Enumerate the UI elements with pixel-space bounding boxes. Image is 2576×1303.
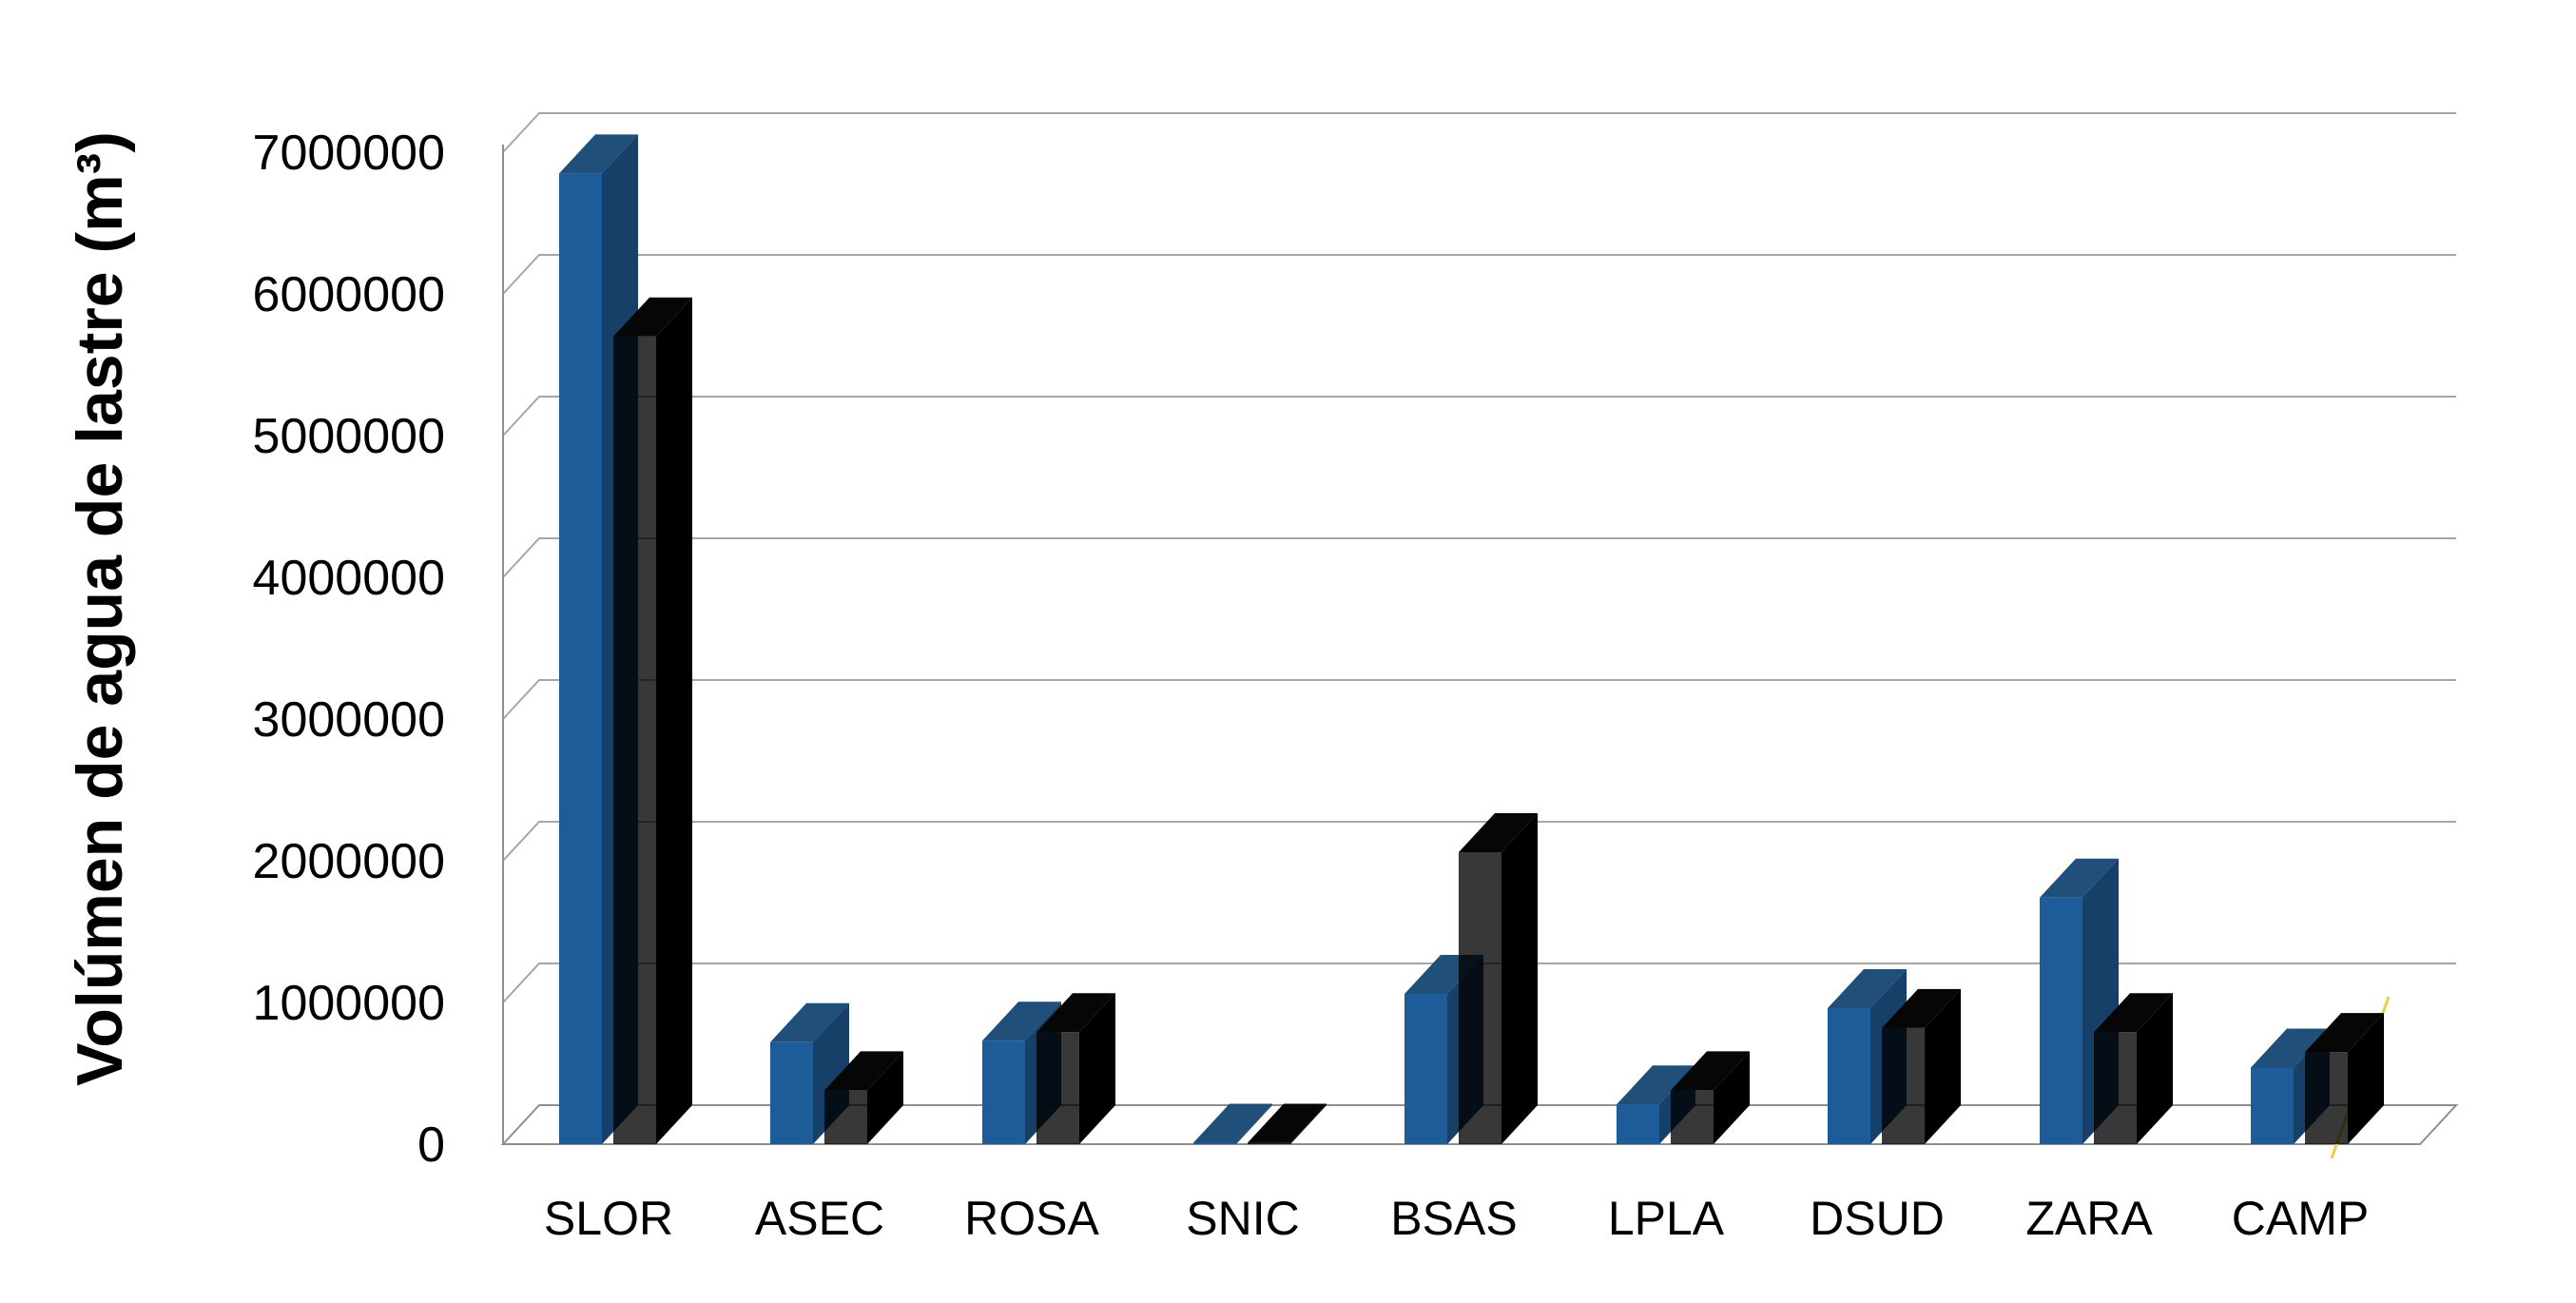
bar-side-face [1079, 993, 1115, 1144]
bar-side-face [656, 297, 692, 1144]
bar-bsas-serie-negra [1459, 813, 1538, 1144]
bar-top-face [1617, 1065, 1695, 1105]
bar-side-face [867, 1051, 903, 1144]
bar-top-face [1828, 968, 1907, 1008]
bar-top-face [824, 1051, 903, 1091]
y-tick-label: 5000000 [253, 409, 445, 464]
bar-dsud-serie-negra [1882, 988, 1961, 1144]
bar-front-face [1248, 1142, 1290, 1144]
gridline [502, 112, 2456, 153]
bar-slor-serie-negra [613, 297, 692, 1144]
y-tick-label: 6000000 [253, 267, 445, 322]
x-category-label: ROSA [964, 1192, 1099, 1245]
bar-front-face [1459, 852, 1501, 1144]
bar-top-face [1459, 813, 1538, 853]
gridline [502, 821, 2456, 862]
gridline [502, 396, 2456, 437]
bar-side-face [1925, 988, 1961, 1144]
bar-front-face [1404, 994, 1447, 1144]
y-tick-label: 4000000 [253, 551, 445, 606]
bar-front-face [2251, 1067, 2294, 1144]
bar-side-face [1501, 813, 1538, 1144]
bar-front-face [982, 1040, 1025, 1144]
x-category-label: LPLA [1608, 1192, 1725, 1245]
y-tick-label: 1000000 [253, 976, 445, 1031]
x-category-label: ZARA [2025, 1192, 2153, 1245]
y-tick-label: 0 [417, 1118, 445, 1173]
bar-top-face [2094, 993, 2173, 1033]
bar-zara-serie-negra [2094, 993, 2173, 1144]
bar-front-face [2094, 1032, 2137, 1144]
bar-top-face [613, 297, 692, 337]
bar-front-face [613, 336, 656, 1144]
bar-side-face [1714, 1051, 1750, 1144]
bar-front-face [1882, 1027, 1925, 1144]
bar-front-face [2305, 1052, 2348, 1144]
x-category-label: BSAS [1390, 1192, 1517, 1245]
bar-camp-serie-negra [2305, 1013, 2384, 1144]
bar-snic-serie-negra [1248, 1103, 1327, 1144]
bar-lpla-serie-negra [1671, 1051, 1750, 1144]
x-category-label: DSUD [1810, 1192, 1945, 1245]
bar-side-face [1290, 1103, 1327, 1144]
bar-top-face [2251, 1028, 2330, 1068]
bar-front-face [1671, 1090, 1714, 1144]
y-tick-label: 7000000 [253, 126, 445, 181]
bar-side-face [2137, 993, 2173, 1144]
bar-front-face [824, 1090, 867, 1144]
bar-asec-serie-negra [824, 1051, 903, 1144]
x-category-label: CAMP [2232, 1192, 2369, 1245]
x-category-label: SNIC [1186, 1192, 1299, 1245]
bar-top-face [1248, 1103, 1327, 1143]
bar-top-face [1882, 988, 1961, 1028]
bar-snic-serie-azul [1193, 1103, 1272, 1144]
gridline [502, 254, 2456, 295]
x-category-label: ASEC [755, 1192, 884, 1245]
bar-front-face [1828, 1007, 1870, 1144]
gridline [502, 537, 2456, 578]
bar-top-face [1671, 1051, 1750, 1091]
bar-rosa-serie-negra [1036, 993, 1115, 1144]
x-category-label: SLOR [544, 1192, 673, 1245]
bar-front-face [2040, 897, 2082, 1144]
bar-side-face [2348, 1013, 2384, 1144]
y-tick-label: 2000000 [253, 834, 445, 889]
bar-top-face [1193, 1103, 1272, 1143]
bar-front-face [559, 173, 602, 1145]
gridline [502, 679, 2456, 720]
bar-top-face [982, 1002, 1061, 1041]
bar-front-face [770, 1041, 813, 1144]
bar-front-face [1617, 1104, 1659, 1144]
gridline [502, 963, 2456, 1003]
bar-top-face [2305, 1013, 2384, 1053]
bar-top-face [559, 134, 638, 174]
y-axis-title: Volúmen de agua de lastre (m³) [64, 131, 136, 1086]
bar-side-face [1236, 1103, 1272, 1144]
bar-top-face [2040, 858, 2119, 898]
bar-top-face [770, 1002, 849, 1042]
y-tick-label: 3000000 [253, 692, 445, 748]
bar-top-face [1036, 993, 1115, 1033]
bar-front-face [1193, 1142, 1236, 1144]
bars-layer [559, 134, 2384, 1145]
bar-front-face [1036, 1032, 1079, 1144]
